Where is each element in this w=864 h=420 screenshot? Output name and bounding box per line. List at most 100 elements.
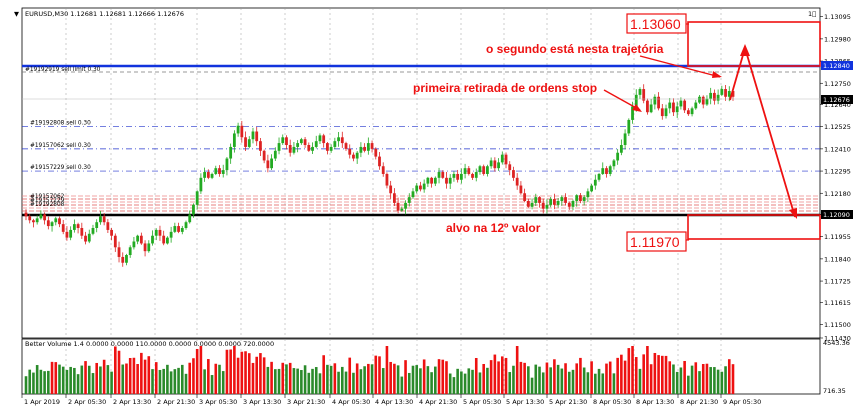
candle-body <box>355 152 359 159</box>
volume-bar <box>259 353 262 394</box>
candles <box>24 84 735 267</box>
volume-bar <box>102 359 106 394</box>
volume-bar <box>288 362 292 394</box>
volume-bar <box>463 373 467 394</box>
candle-body <box>106 222 110 230</box>
candle-body <box>709 92 713 99</box>
black-line-tag <box>821 210 853 219</box>
candle-body <box>322 135 326 144</box>
candle-body <box>154 229 158 236</box>
volume-bar <box>69 366 72 394</box>
y-tick-label: 1.11725 <box>824 278 851 286</box>
volume-bar <box>106 365 110 394</box>
volume-bar <box>229 349 232 394</box>
volume-bar <box>549 367 552 394</box>
volume-bar <box>664 355 668 394</box>
candle-body <box>210 173 214 178</box>
candle-body <box>534 197 538 203</box>
candle-body <box>199 177 203 192</box>
volume-bar <box>571 369 575 394</box>
candle-body <box>400 208 404 211</box>
chart-header: EURUSD,M30 1.12681 1.12681 1.12666 1.126… <box>25 10 184 18</box>
candle-body <box>166 237 169 244</box>
target-box-top <box>687 21 821 67</box>
volume-bar <box>474 357 478 394</box>
candle-body <box>582 197 586 201</box>
candle-body <box>28 216 32 221</box>
candle-body <box>556 200 560 205</box>
blue-line-tag-text: 1.12840 <box>823 62 850 70</box>
volume-bar <box>486 367 489 394</box>
y-tick-label: 1.13095 <box>824 13 851 21</box>
volume-bar <box>281 362 285 394</box>
candle-body <box>229 146 233 159</box>
candle-body <box>203 172 207 178</box>
candle-body <box>374 148 378 157</box>
volume-bar <box>80 365 84 394</box>
candle-body <box>605 168 608 174</box>
candle-body <box>415 185 419 192</box>
candle-body <box>43 214 47 221</box>
volume-bar <box>363 366 366 394</box>
candle-body <box>151 235 154 244</box>
volume-bars <box>24 346 735 394</box>
candle-body <box>132 241 136 248</box>
volume-bar <box>359 369 363 394</box>
volume-bar <box>233 346 236 394</box>
volume-bar <box>657 355 660 394</box>
candle-body <box>672 102 675 113</box>
candle-body <box>623 133 627 146</box>
candle-body <box>221 170 225 174</box>
volume-bar <box>207 359 210 394</box>
candle-body <box>430 177 433 184</box>
volume-bar <box>687 375 690 394</box>
black-line-tag-text: 1.12090 <box>823 211 850 219</box>
volume-bar <box>430 372 433 394</box>
volume-bar <box>698 371 701 394</box>
target-box-bottom <box>687 214 821 240</box>
annotation-target: alvo na 12º valor <box>446 221 541 235</box>
time-axis: 1 Apr 2019 2 Apr 05:30 2 Apr 13:30 2 Apr 21… <box>21 394 761 406</box>
candle-body <box>727 90 731 97</box>
candle-body <box>58 218 61 225</box>
candle-body <box>519 185 523 194</box>
candle-body <box>95 222 99 228</box>
candle-body <box>593 179 597 186</box>
volume-min-label: 716.35 <box>823 387 846 395</box>
volume-bar <box>140 352 143 394</box>
volume-bar <box>177 367 180 394</box>
volume-bar <box>631 346 634 394</box>
header-arrow-icon: ▼ <box>14 10 19 18</box>
chart-settings-icon[interactable]: 1⃝ <box>808 10 816 18</box>
candle-body <box>705 98 709 105</box>
candle-body <box>363 146 367 151</box>
candle-body <box>560 197 564 201</box>
volume-bar <box>482 363 485 394</box>
volume-bar <box>445 361 448 394</box>
candle-body <box>128 247 132 256</box>
candle-body <box>240 125 244 138</box>
candle-body <box>433 177 437 184</box>
candle-body <box>277 143 281 151</box>
volume-bar <box>605 363 608 394</box>
candle-body <box>482 166 486 174</box>
candle-body <box>631 106 634 120</box>
candle-body <box>497 162 500 169</box>
candle-body <box>686 110 690 115</box>
order-cluster: #19157062#19157229#19192808 <box>22 194 820 212</box>
volume-bar <box>87 365 91 394</box>
candle-body <box>668 102 672 109</box>
order-line-label: #19157229 sell 0.30 <box>30 165 91 171</box>
volume-bar <box>352 372 355 394</box>
volume-bar <box>653 352 657 394</box>
annotations: 1.13060 1.11970 o segundo está nesta tra… <box>413 13 821 252</box>
volume-bar <box>597 368 601 394</box>
volume-bar <box>683 360 686 394</box>
candle-body <box>266 160 270 169</box>
x-tick-label: 9 Apr 05:30 <box>723 398 761 406</box>
y-tick-label: 1.11955 <box>824 233 851 241</box>
volume-max-label: 4543.36 <box>823 339 850 347</box>
volume-bar <box>326 364 329 394</box>
candle-body <box>139 235 143 244</box>
